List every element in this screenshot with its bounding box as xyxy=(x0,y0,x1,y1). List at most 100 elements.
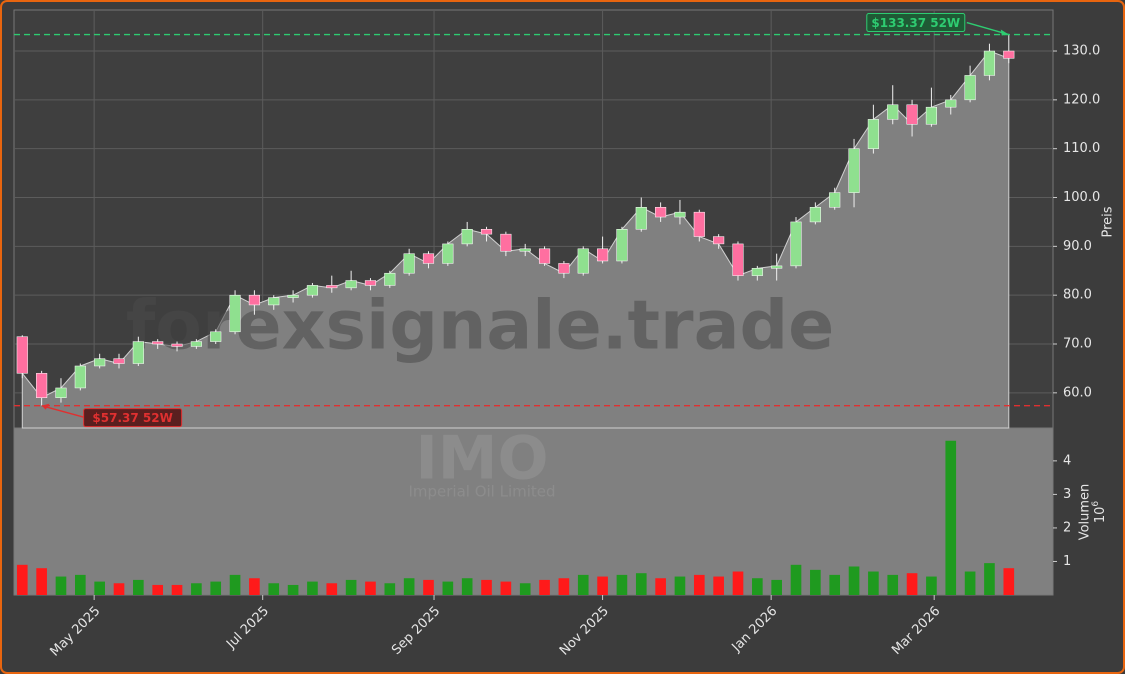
volume-bar xyxy=(655,578,666,595)
volume-bar xyxy=(326,583,338,595)
candle-body xyxy=(422,253,435,264)
volume-bar xyxy=(461,578,473,595)
candle-body xyxy=(229,294,241,333)
candle-body xyxy=(771,265,783,269)
candle-body xyxy=(713,236,725,245)
y-tick-label: 80.0 xyxy=(1063,288,1092,303)
volume-bar xyxy=(539,579,550,595)
y-tick-label: 70.0 xyxy=(1063,337,1092,352)
y-tick-label: 100.0 xyxy=(1063,190,1100,205)
candle-body xyxy=(848,148,860,193)
volume-bar xyxy=(249,578,260,595)
candle-body xyxy=(171,343,183,347)
candle-body xyxy=(964,75,976,101)
volume-bar xyxy=(577,574,589,595)
candle-body xyxy=(36,373,48,398)
volume-bar xyxy=(36,568,47,595)
volume-bar xyxy=(210,581,222,595)
y-tick-label: 120.0 xyxy=(1063,92,1100,107)
candle-body xyxy=(635,207,647,230)
volume-bar xyxy=(752,578,763,595)
y-tick-label: 90.0 xyxy=(1063,239,1092,254)
volume-bar xyxy=(403,578,415,595)
annotation-label: $133.37 52W xyxy=(871,16,960,30)
volume-bar xyxy=(616,574,628,595)
volume-bar xyxy=(693,574,705,595)
volume-bar xyxy=(558,578,570,595)
candle-body xyxy=(248,294,260,306)
volume-bar xyxy=(1003,568,1015,595)
candle-body xyxy=(442,243,454,264)
volume-bar xyxy=(713,576,724,595)
candle-body xyxy=(945,99,957,108)
candle-body xyxy=(94,358,106,367)
volume-bar xyxy=(732,571,744,595)
volume-bar xyxy=(171,584,183,595)
volume-bar xyxy=(384,583,396,595)
candle-body xyxy=(210,331,222,342)
volume-bar xyxy=(635,573,647,595)
volume-bar xyxy=(964,571,976,595)
company-watermark: Imperial Oil Limited xyxy=(408,483,555,501)
volume-tick-label: 4 xyxy=(1063,453,1071,468)
volume-bar xyxy=(887,574,899,595)
volume-bar xyxy=(287,584,299,595)
volume-tick-label: 2 xyxy=(1063,520,1071,535)
volume-bar xyxy=(113,583,125,595)
candle-body xyxy=(751,268,763,276)
candle-body xyxy=(500,233,512,252)
candle-body xyxy=(867,119,879,149)
candle-body xyxy=(364,280,377,286)
volume-bar xyxy=(133,579,144,595)
candle-body xyxy=(326,285,338,289)
volume-bar xyxy=(345,579,357,595)
candle-body xyxy=(16,336,28,374)
candle-body xyxy=(55,387,67,398)
candle-body xyxy=(306,285,319,296)
candle-body xyxy=(809,207,821,223)
volume-bar xyxy=(16,564,28,595)
candle-body xyxy=(538,248,551,264)
candle-body xyxy=(558,263,570,274)
volume-bar xyxy=(307,581,318,595)
y-tick-label: 130.0 xyxy=(1063,44,1100,59)
candle-body xyxy=(616,229,628,262)
candle-body xyxy=(887,104,899,120)
volume-bar xyxy=(597,576,608,595)
volume-bar xyxy=(674,576,686,595)
volume-bar xyxy=(55,576,67,595)
volume-multiplier: 106 xyxy=(1091,501,1108,524)
volume-tick-label: 1 xyxy=(1063,554,1071,569)
candle-body xyxy=(732,243,744,276)
volume-bar xyxy=(868,571,879,595)
volume-bar xyxy=(268,583,280,595)
volume-bar xyxy=(926,576,937,595)
candle-body xyxy=(519,248,531,252)
volume-bar xyxy=(229,574,241,595)
volume-bar xyxy=(423,579,434,595)
volume-bar xyxy=(519,583,531,595)
candle-body xyxy=(132,341,144,364)
volume-bar xyxy=(94,581,105,595)
volume-bar xyxy=(481,579,492,595)
volume-bar xyxy=(906,573,918,595)
volume-bar xyxy=(365,581,376,595)
candle-body xyxy=(152,341,164,345)
candle-body xyxy=(693,211,705,237)
volume-axis-label: Volumen xyxy=(1078,484,1093,541)
annotation-arrowhead xyxy=(41,403,50,410)
volume-bar xyxy=(984,563,995,595)
annotation-box xyxy=(83,408,183,428)
multiplier-base: 10 xyxy=(1093,507,1108,524)
volume-bar xyxy=(152,584,164,595)
symbol-watermark: IMO xyxy=(415,424,548,494)
volume-bar xyxy=(829,574,841,595)
candle-body xyxy=(829,192,841,208)
candle-body xyxy=(983,50,996,76)
candle-body xyxy=(345,280,357,289)
candle-body xyxy=(268,297,280,306)
candle-body xyxy=(674,211,686,218)
volume-bar xyxy=(191,583,202,595)
multiplier-exponent: 6 xyxy=(1091,501,1101,507)
